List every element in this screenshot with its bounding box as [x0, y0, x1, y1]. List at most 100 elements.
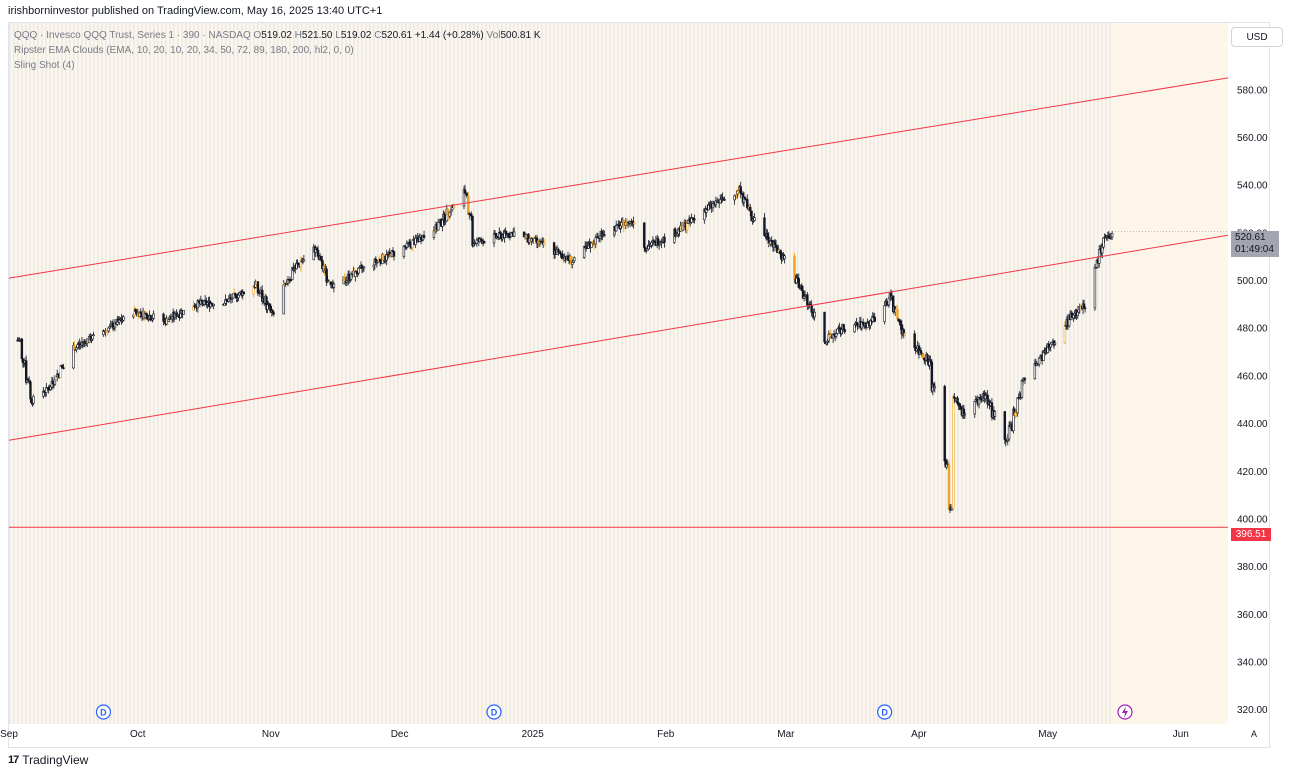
candle-body	[1003, 411, 1007, 440]
session-stripe	[685, 23, 687, 724]
session-stripe	[425, 23, 427, 724]
session-stripe	[989, 23, 991, 724]
session-stripe	[181, 23, 183, 724]
candle-body	[152, 313, 155, 319]
session-stripe	[65, 23, 67, 724]
session-stripe	[97, 23, 99, 724]
session-stripe	[557, 23, 559, 724]
candle-body	[122, 316, 125, 321]
session-stripe	[321, 23, 323, 724]
session-stripe	[473, 23, 475, 724]
auto-scale-button[interactable]: A	[1251, 729, 1258, 739]
session-stripe	[45, 23, 47, 724]
indicator-sling-shot[interactable]: Sling Shot (4)	[14, 60, 75, 71]
session-stripe	[37, 23, 39, 724]
candle-body	[92, 334, 95, 337]
x-tick-label: 2025	[522, 729, 545, 740]
session-stripe	[537, 23, 539, 724]
currency-button[interactable]: USD	[1231, 27, 1283, 47]
dividend-marker-icon	[486, 704, 502, 720]
session-stripe	[793, 23, 795, 724]
session-stripe	[689, 23, 691, 724]
session-stripe	[13, 23, 15, 724]
session-stripe	[1037, 23, 1039, 724]
session-stripe	[1097, 23, 1099, 724]
session-stripe	[913, 23, 915, 724]
session-stripe	[373, 23, 375, 724]
session-stripe	[789, 23, 791, 724]
session-stripe	[705, 23, 707, 724]
session-stripe	[901, 23, 903, 724]
session-stripe	[9, 23, 11, 724]
session-stripe	[409, 23, 411, 724]
session-stripe	[489, 23, 491, 724]
symbol-description[interactable]: QQQ · Invesco QQQ Trust, Series 1 · 390 …	[14, 30, 251, 41]
candle-body	[753, 217, 756, 221]
candle-body	[663, 236, 666, 243]
candle-body	[388, 251, 391, 255]
session-stripe	[925, 23, 927, 724]
session-stripe	[185, 23, 187, 724]
y-tick-label: 380.00	[1237, 562, 1268, 573]
session-stripe	[77, 23, 79, 724]
session-stripe	[641, 23, 643, 724]
candle-body	[1083, 307, 1087, 310]
session-stripe	[649, 23, 651, 724]
session-stripe	[797, 23, 799, 724]
candle-body	[139, 311, 142, 314]
session-stripe	[1009, 23, 1011, 724]
indicator-ema-clouds[interactable]: Ripster EMA Clouds (EMA, 10, 20, 10, 20,…	[14, 45, 354, 56]
session-stripe	[1073, 23, 1075, 724]
candle-body	[685, 223, 689, 231]
session-stripe	[461, 23, 463, 724]
trend-line-upper-channel	[8, 77, 1229, 279]
session-stripe	[665, 23, 667, 724]
candle-body	[959, 405, 962, 410]
session-stripe	[57, 23, 59, 724]
session-stripe	[545, 23, 547, 724]
session-stripe	[621, 23, 623, 724]
session-stripe	[1049, 23, 1051, 724]
chart-frame[interactable]	[8, 22, 1270, 748]
session-stripe	[109, 23, 111, 724]
session-stripe	[1093, 23, 1095, 724]
x-tick-label: Jun	[1173, 729, 1189, 740]
session-stripe	[501, 23, 503, 724]
session-stripe	[985, 23, 987, 724]
session-stripe	[241, 23, 243, 724]
dividend-marker-icon	[877, 704, 893, 720]
open-label: O	[253, 30, 262, 41]
session-stripe	[21, 23, 23, 724]
session-stripe	[49, 23, 51, 724]
candle-body	[392, 251, 396, 257]
candle-body	[590, 242, 593, 248]
session-stripe	[1069, 23, 1071, 724]
session-stripe	[605, 23, 607, 724]
session-stripe	[297, 23, 299, 724]
candle-body	[933, 385, 937, 389]
session-stripe	[829, 23, 831, 724]
session-stripe	[613, 23, 615, 724]
candle-body	[268, 303, 271, 307]
session-stripe	[245, 23, 247, 724]
candle-body	[444, 220, 447, 223]
session-stripe	[637, 23, 639, 724]
session-stripe	[1065, 23, 1067, 724]
y-tick-label: 480.00	[1237, 324, 1268, 335]
session-stripe	[265, 23, 267, 724]
low-value: 519.02	[340, 30, 372, 41]
session-stripe	[837, 23, 839, 724]
candle-body	[993, 411, 997, 417]
candle-body	[362, 266, 366, 269]
y-tick-label: 340.00	[1237, 658, 1268, 669]
x-tick-label: Nov	[262, 729, 280, 740]
session-stripe	[81, 23, 83, 724]
session-stripe	[377, 23, 379, 724]
session-stripe	[173, 23, 175, 724]
candle-body	[723, 199, 726, 201]
volume-value: 500.81 K	[500, 30, 541, 41]
legend-ohlc-row: QQQ · Invesco QQQ Trust, Series 1 · 390 …	[14, 28, 541, 43]
tradingview-logo-icon: 17	[8, 754, 19, 766]
session-stripe	[417, 23, 419, 724]
